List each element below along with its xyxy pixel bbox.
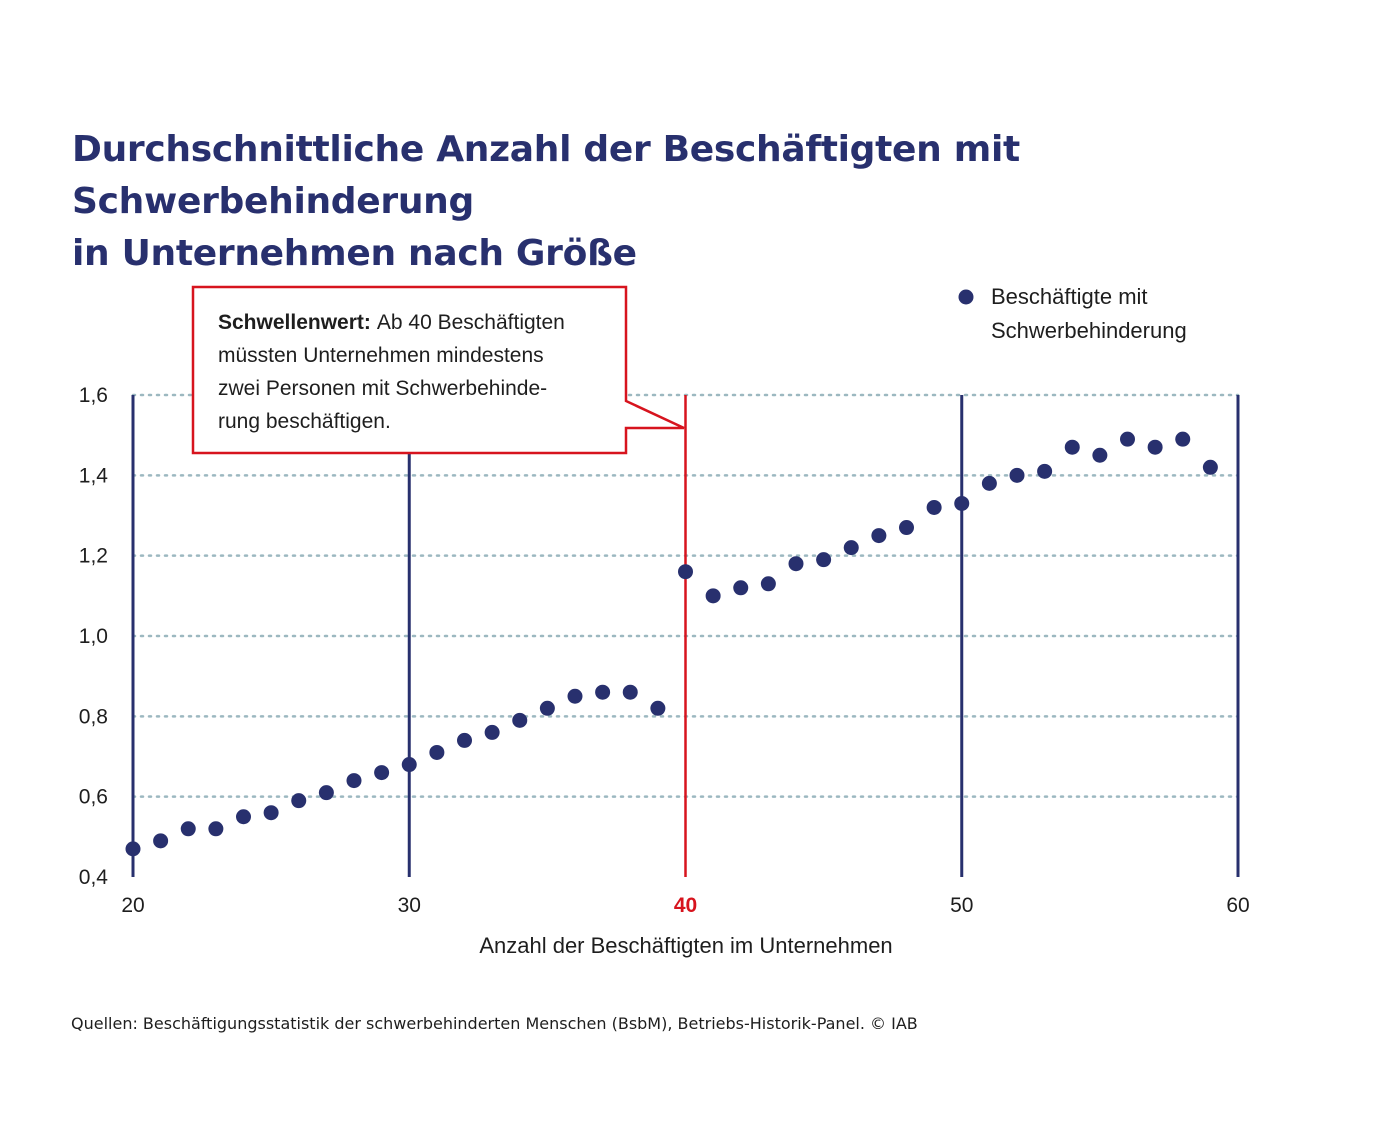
x-tick-label-threshold: 40 bbox=[674, 894, 697, 917]
data-point bbox=[208, 821, 224, 837]
chart-title-line-1: Durchschnittliche Anzahl der Beschäftigt… bbox=[72, 129, 1020, 222]
y-tick-label: 1,0 bbox=[79, 625, 108, 648]
x-tick-label: 50 bbox=[950, 894, 973, 917]
data-point bbox=[595, 684, 611, 700]
data-point bbox=[1064, 439, 1080, 455]
data-point bbox=[1175, 431, 1191, 447]
data-point bbox=[1147, 439, 1163, 455]
callout-box bbox=[191, 285, 685, 455]
vertical-reference-lines bbox=[131, 395, 1240, 877]
chart-title-line-2: in Unternehmen nach Größe bbox=[72, 233, 637, 274]
y-tick-label: 0,6 bbox=[79, 786, 108, 809]
data-point bbox=[650, 700, 666, 716]
data-point bbox=[1092, 447, 1108, 463]
legend-label-line-2: Schwerbehinderung bbox=[991, 318, 1187, 343]
data-point bbox=[291, 793, 307, 809]
callout-line-3: zwei Personen mit Schwerbehinde- bbox=[218, 377, 547, 400]
x-tick-label: 30 bbox=[398, 894, 421, 917]
data-points bbox=[125, 431, 1218, 857]
legend-marker bbox=[958, 289, 974, 305]
data-point bbox=[926, 499, 942, 515]
data-point bbox=[1037, 463, 1053, 479]
y-tick-label: 1,2 bbox=[79, 545, 108, 568]
source-note: Quellen: Beschäftigungsstatistik der sch… bbox=[71, 1014, 918, 1033]
data-point bbox=[429, 744, 445, 760]
data-point bbox=[733, 580, 749, 596]
y-tick-label: 1,4 bbox=[79, 464, 109, 487]
callout-bold-label: Schwellenwert: bbox=[218, 311, 371, 334]
data-point bbox=[816, 552, 832, 568]
callout-line-2: müssten Unternehmen mindestens bbox=[218, 344, 544, 367]
data-point bbox=[539, 700, 555, 716]
callout-line-4: rung beschäftigen. bbox=[218, 410, 391, 433]
callout-line-1-text: Ab 40 Beschäftigten bbox=[377, 311, 565, 334]
data-point bbox=[401, 757, 417, 773]
data-point bbox=[760, 576, 776, 592]
data-point bbox=[1120, 431, 1135, 447]
data-point bbox=[374, 765, 390, 781]
x-tick-label: 20 bbox=[121, 894, 144, 917]
data-point bbox=[263, 805, 279, 821]
chart-title: Durchschnittliche Anzahl der Beschäftigt… bbox=[72, 124, 1372, 280]
data-point bbox=[622, 684, 638, 700]
data-point bbox=[1009, 467, 1025, 483]
y-axis-tick-labels: 0,4 0,6 0,8 1,0 1,2 1,4 1,6 bbox=[79, 384, 109, 889]
data-point bbox=[843, 540, 859, 556]
data-point bbox=[899, 520, 914, 536]
data-point bbox=[125, 841, 141, 857]
data-point bbox=[678, 564, 693, 580]
data-point bbox=[788, 556, 804, 572]
legend: Beschäftigte mit Schwerbehinderung bbox=[958, 284, 1187, 343]
data-point bbox=[1202, 459, 1218, 475]
data-point bbox=[236, 809, 251, 825]
y-tick-label: 1,6 bbox=[79, 384, 108, 407]
data-point bbox=[484, 724, 500, 740]
y-tick-label: 0,8 bbox=[79, 705, 108, 728]
data-point bbox=[981, 475, 997, 491]
data-point bbox=[318, 785, 334, 801]
threshold-callout: Schwellenwert: Ab 40 Beschäftigten müsste… bbox=[191, 285, 685, 455]
data-point bbox=[567, 688, 583, 704]
data-point bbox=[512, 712, 528, 728]
y-tick-label: 0,4 bbox=[79, 866, 109, 889]
data-point bbox=[705, 588, 721, 604]
legend-label-line-1: Beschäftigte mit bbox=[991, 284, 1148, 309]
data-point bbox=[871, 528, 887, 544]
data-point bbox=[954, 495, 970, 511]
x-axis-tick-labels: 20 30 40 50 60 bbox=[121, 894, 1249, 917]
callout-line-1: Schwellenwert: Ab 40 Beschäftigten bbox=[218, 311, 565, 334]
data-point bbox=[346, 773, 362, 789]
data-point bbox=[180, 821, 196, 837]
x-tick-label: 60 bbox=[1226, 894, 1249, 917]
data-point bbox=[457, 732, 472, 748]
data-point bbox=[153, 833, 169, 849]
x-axis-label: Anzahl der Beschäftigten im Unternehmen bbox=[479, 933, 892, 958]
